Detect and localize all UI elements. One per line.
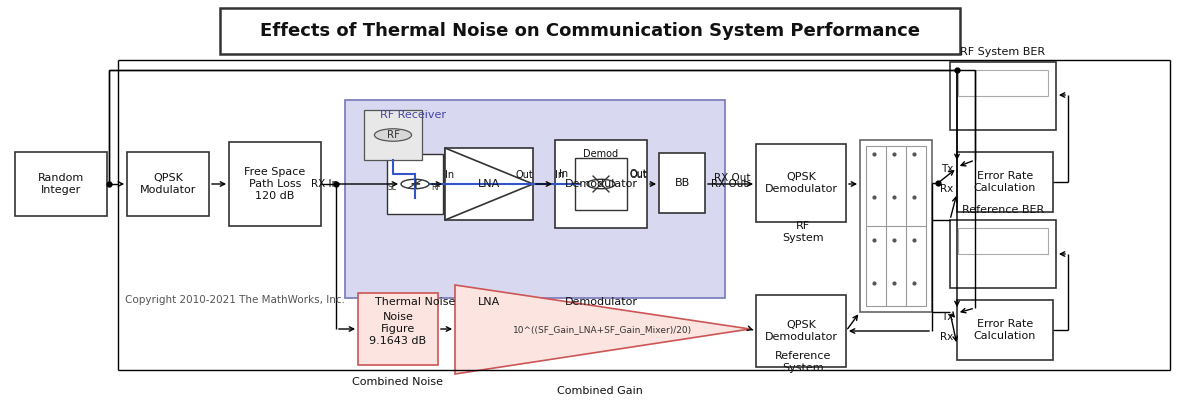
Polygon shape [445, 148, 533, 220]
Bar [950, 62, 1056, 130]
Text: Demodulator: Demodulator [565, 297, 638, 307]
Text: LNA: LNA [478, 179, 501, 189]
Bar [958, 228, 1048, 254]
Polygon shape [455, 285, 750, 374]
Text: Reference BER: Reference BER [962, 205, 1044, 215]
Text: RF
System: RF System [782, 221, 824, 243]
Text: Thermal Noise: Thermal Noise [374, 297, 455, 307]
Text: RF System BER: RF System BER [961, 47, 1045, 57]
Text: Out: Out [515, 170, 533, 180]
Text: +: + [409, 177, 421, 191]
Bar [756, 144, 846, 222]
Text: QPSK
Demodulator: QPSK Demodulator [764, 320, 838, 342]
Text: Combined Gain: Combined Gain [557, 386, 642, 396]
Text: Demodulator: Demodulator [565, 179, 638, 189]
Bar [756, 295, 846, 367]
Text: QPSK
Demodulator: QPSK Demodulator [764, 172, 838, 194]
Text: Reference
System: Reference System [775, 351, 831, 373]
Bar [958, 70, 1048, 96]
Text: RX In: RX In [311, 179, 339, 189]
Bar [555, 140, 647, 228]
Text: 10^((SF_Gain_LNA+SF_Gain_Mixer)/20): 10^((SF_Gain_LNA+SF_Gain_Mixer)/20) [513, 325, 693, 334]
Text: In: In [555, 170, 564, 180]
Text: Rx: Rx [939, 184, 952, 194]
Bar [15, 152, 107, 216]
Text: LNA: LNA [478, 297, 501, 307]
Text: In: In [445, 170, 454, 180]
Bar [364, 110, 422, 160]
Text: Copyright 2010-2021 The MathWorks, Inc.: Copyright 2010-2021 The MathWorks, Inc. [125, 295, 344, 305]
Bar [575, 158, 627, 210]
Text: Tx: Tx [940, 312, 952, 322]
Bar [229, 142, 321, 226]
Bar [128, 152, 209, 216]
Text: Out: Out [629, 170, 647, 180]
Text: RF: RF [386, 130, 399, 140]
Text: Noise
Figure
9.1643 dB: Noise Figure 9.1643 dB [370, 312, 427, 346]
Text: Error Rate
Calculation: Error Rate Calculation [974, 319, 1036, 341]
Bar [344, 100, 725, 298]
Bar [957, 152, 1053, 212]
Text: Tx: Tx [940, 164, 952, 174]
Text: Effects of Thermal Noise on Communication System Performance: Effects of Thermal Noise on Communicatio… [260, 22, 920, 40]
Circle shape [401, 179, 429, 189]
Text: Random
Integer: Random Integer [38, 173, 85, 195]
Bar [957, 300, 1053, 360]
Text: Error Rate
Calculation: Error Rate Calculation [974, 171, 1036, 193]
Text: Free Space
Path Loss
120 dB: Free Space Path Loss 120 dB [244, 167, 305, 200]
Text: Combined Noise: Combined Noise [353, 377, 443, 387]
Text: Out: Out [629, 169, 647, 179]
Text: RF Receiver: RF Receiver [380, 110, 446, 120]
Bar [358, 293, 437, 365]
Bar [859, 140, 932, 312]
Bar [387, 154, 443, 214]
Text: RF: RF [432, 184, 441, 192]
Circle shape [374, 129, 411, 141]
Text: In: In [559, 169, 569, 179]
Bar [950, 220, 1056, 288]
Bar [659, 153, 704, 213]
Text: BB: BB [675, 178, 690, 188]
Text: Rx: Rx [939, 332, 952, 342]
Text: Demod: Demod [583, 149, 619, 159]
Text: RX Out: RX Out [714, 173, 751, 183]
Bar [445, 148, 533, 220]
Circle shape [586, 179, 615, 189]
Text: RX Out: RX Out [710, 179, 747, 189]
Text: QPSK
Modulator: QPSK Modulator [139, 173, 197, 195]
Bar [867, 146, 926, 306]
Text: SL: SL [387, 184, 396, 192]
Bar [221, 8, 960, 54]
